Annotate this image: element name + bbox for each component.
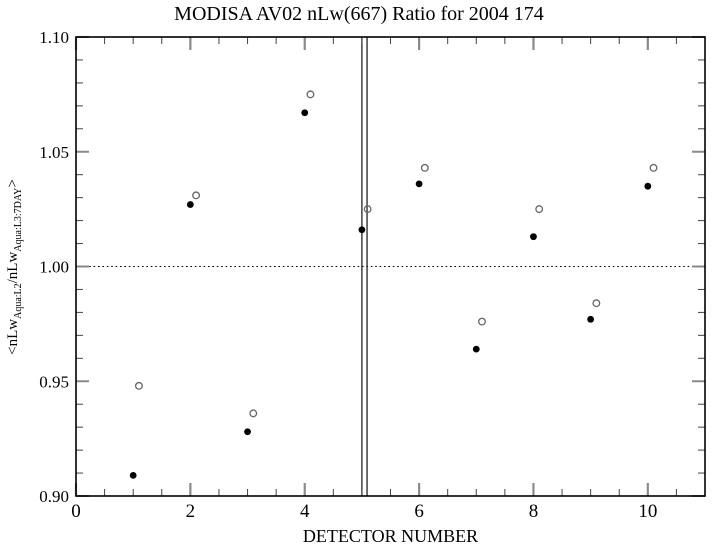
data-point-closed [530, 233, 537, 241]
data-point-open [592, 299, 601, 308]
data-point-open [249, 409, 258, 418]
y-tick-label: 1.05 [39, 143, 69, 162]
y-axis-title-subscript: Aqua:L2 [13, 283, 24, 319]
data-point-open [478, 317, 486, 326]
x-tick-label: 0 [71, 501, 81, 522]
chart-title: MODISA AV02 nLw(667) Ratio for 2004 174 [174, 3, 544, 25]
y-tick-label: 0.95 [39, 372, 69, 391]
x-tick-label: 2 [186, 501, 196, 522]
data-point-closed [129, 471, 137, 479]
data-point-closed [415, 180, 423, 188]
data-point-open [420, 163, 429, 172]
data-point-open [134, 381, 143, 390]
data-point-open [535, 205, 544, 214]
x-tick-label: 8 [529, 501, 539, 522]
data-point-closed [244, 428, 251, 436]
y-axis-title: <nLwAqua:L2/nLwAqua:L3:7DAY> [5, 179, 24, 355]
data-point-closed [472, 345, 480, 353]
data-point-closed [587, 315, 595, 323]
data-point-closed [358, 226, 366, 234]
y-tick-label: 0.90 [39, 487, 69, 506]
y-tick-label: 1.00 [39, 258, 69, 277]
plot-border [75, 36, 706, 497]
x-tick-label: 6 [414, 501, 424, 522]
y-axis-title-subscript: Aqua:L3:7DAY [13, 187, 24, 252]
data-point-closed [301, 109, 309, 117]
x-axis-title: DETECTOR NUMBER [303, 526, 478, 546]
data-point-open [649, 163, 658, 172]
y-tick-label: 1.10 [39, 28, 69, 47]
data-point-closed [186, 201, 194, 208]
data-point-open [306, 90, 315, 99]
data-point-open [192, 191, 201, 200]
x-tick-label: 10 [638, 501, 657, 522]
data-point-closed [644, 182, 652, 190]
data-point-open [363, 205, 372, 214]
x-tick-label: 4 [300, 501, 310, 522]
